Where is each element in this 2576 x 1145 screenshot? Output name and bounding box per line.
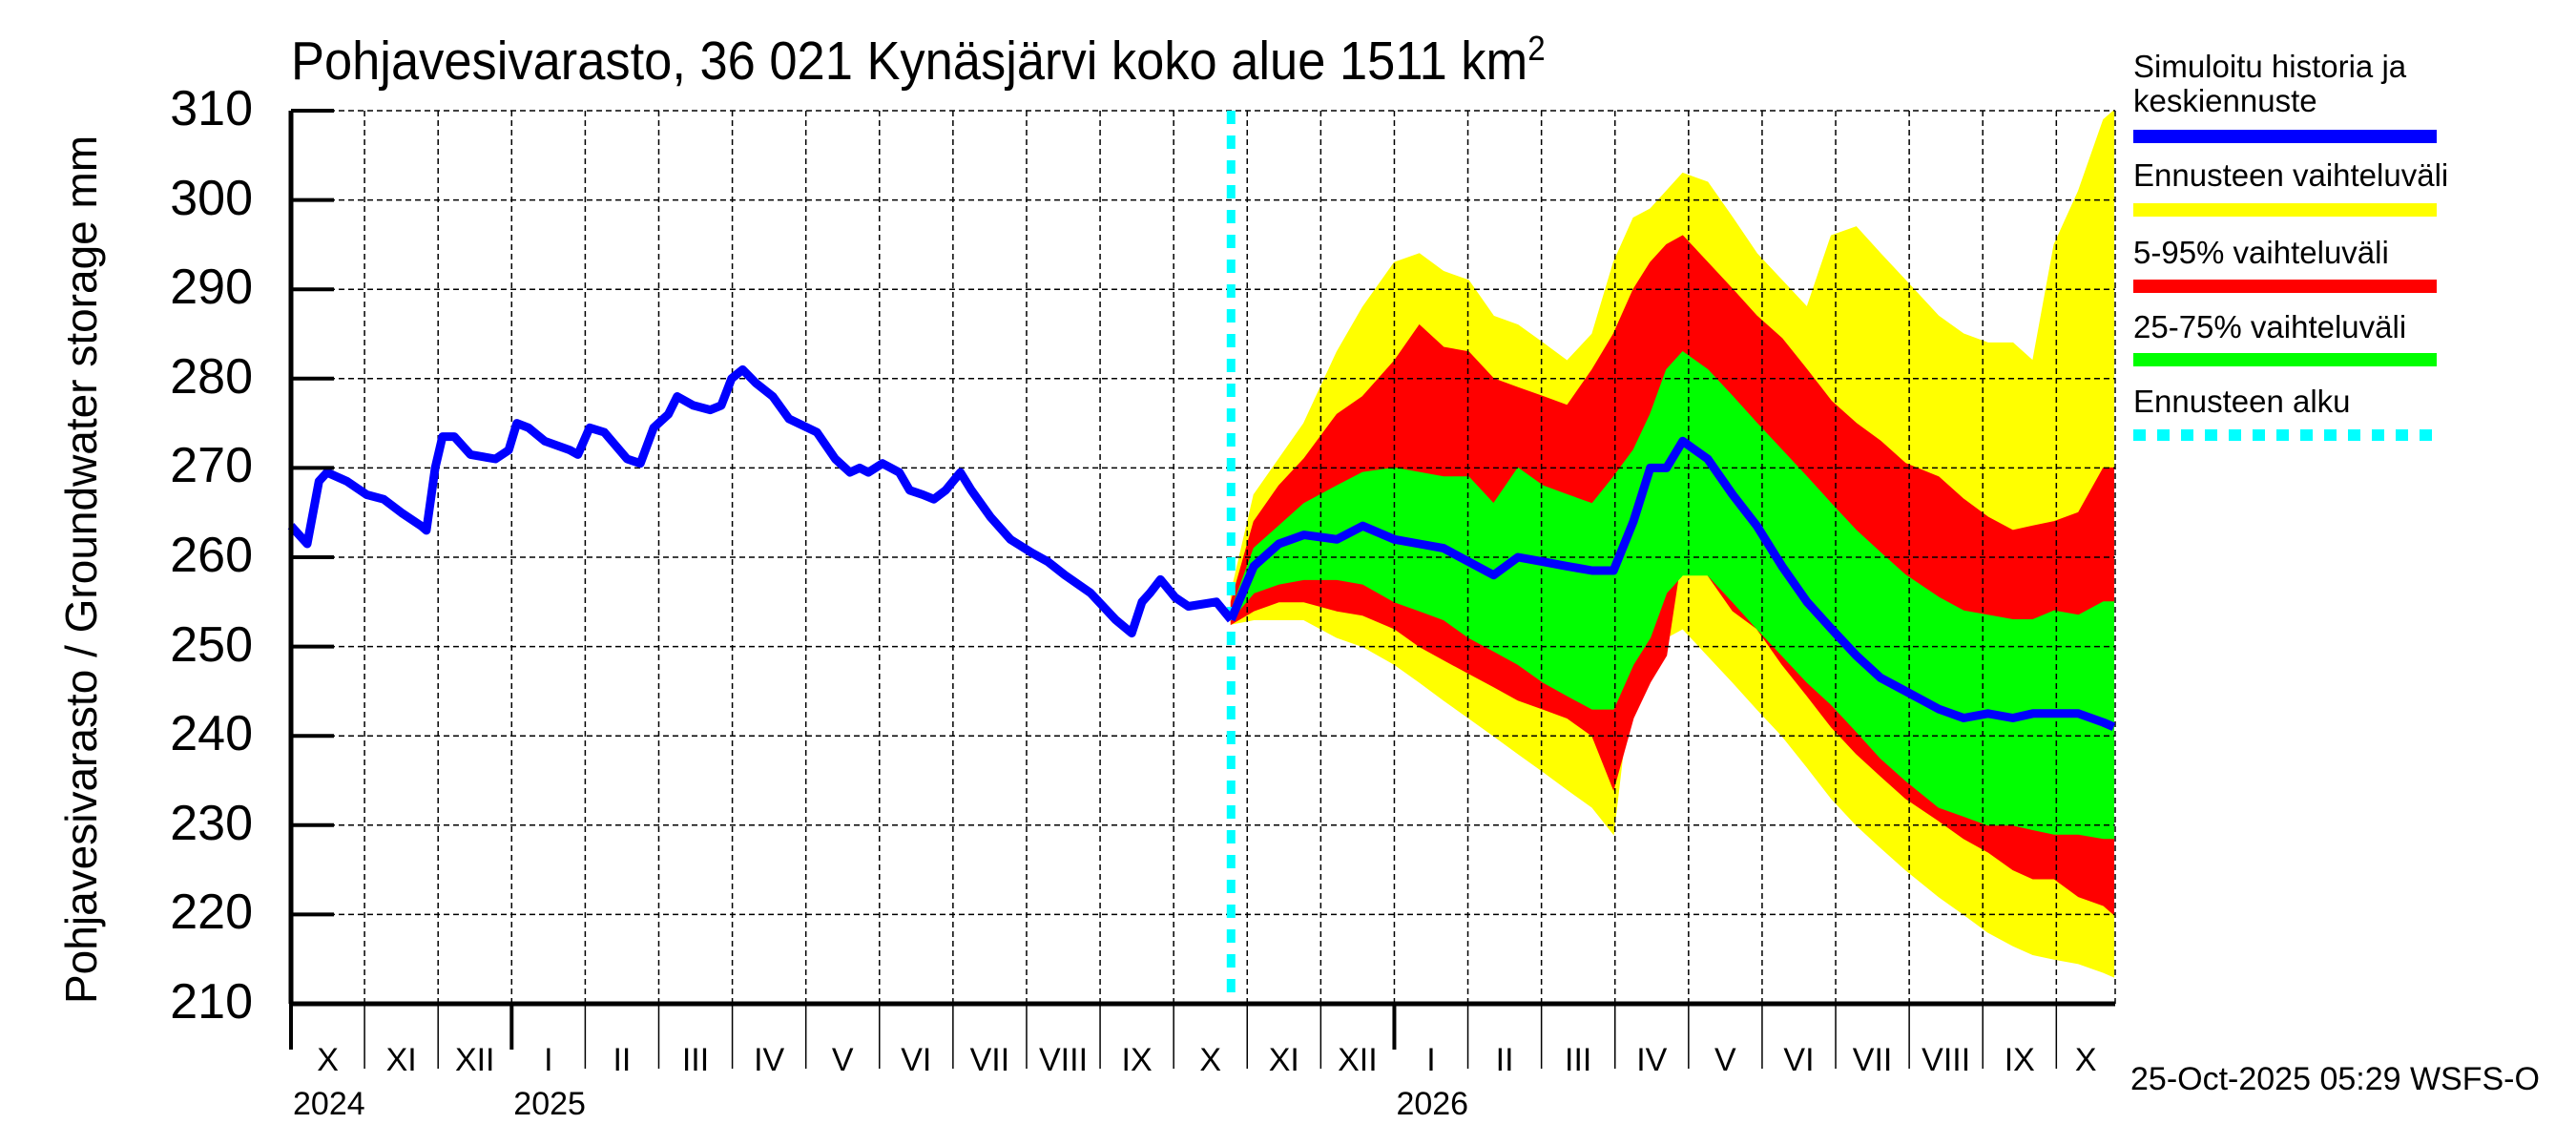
legend-label-5-95: 5-95% vaihteluväli bbox=[2133, 235, 2389, 270]
x-tick-label-month: X bbox=[1199, 1042, 1222, 1078]
y-tick-label: 210 bbox=[170, 974, 253, 1030]
y-tick-label: 250 bbox=[170, 616, 253, 673]
x-tick-label-month: IX bbox=[1121, 1042, 1153, 1078]
x-tick-label-month: VII bbox=[1852, 1042, 1893, 1078]
band-25-75 bbox=[1230, 351, 2114, 840]
legend-label-forecast-start: Ennusteen alku bbox=[2133, 384, 2351, 419]
x-tick-label-year: 2024 bbox=[293, 1086, 365, 1122]
x-tick-label-month: V bbox=[1714, 1042, 1736, 1078]
y-axis-label: Pohjavesivarasto / Groundwater storage m… bbox=[56, 135, 106, 1004]
x-tick-label-month: III bbox=[1565, 1042, 1592, 1078]
x-tick-label-month: XII bbox=[1338, 1042, 1378, 1078]
x-tick-label-month: IV bbox=[1636, 1042, 1668, 1078]
history-line bbox=[287, 364, 1235, 638]
legend-swatch-range bbox=[2133, 203, 2437, 217]
y-tick-label: 270 bbox=[170, 438, 253, 494]
x-tick-label-month: I bbox=[1426, 1042, 1436, 1078]
axes bbox=[288, 109, 2115, 1069]
x-tick-label-month: XI bbox=[1268, 1042, 1299, 1078]
x-tick-label-month: V bbox=[831, 1042, 854, 1078]
y-tick-label: 300 bbox=[170, 170, 253, 226]
y-tick-label: 230 bbox=[170, 795, 253, 851]
y-tick-label: 310 bbox=[170, 81, 253, 136]
series-lines bbox=[287, 111, 2116, 1004]
x-tick-label-month: II bbox=[1495, 1042, 1514, 1078]
legend-label-range: Ennusteen vaihteluväli bbox=[2133, 157, 2449, 193]
y-tick-label: 240 bbox=[170, 706, 253, 762]
x-tick-label-year: 2025 bbox=[513, 1086, 586, 1122]
x-tick-label-month: VII bbox=[969, 1042, 1010, 1078]
y-tick-label: 290 bbox=[170, 260, 253, 316]
grid bbox=[291, 110, 2116, 1005]
legend-swatch-5-95 bbox=[2133, 280, 2437, 293]
legend-label-25-75: 25-75% vaihteluväli bbox=[2133, 309, 2407, 344]
x-tick-label-month: IX bbox=[2004, 1042, 2035, 1078]
x-tick-label-month: X bbox=[2074, 1042, 2097, 1078]
x-tick-label-month: I bbox=[544, 1042, 553, 1078]
x-tick-label-month: VI bbox=[901, 1042, 932, 1078]
x-tick-label-month: VIII bbox=[1922, 1042, 1971, 1078]
mean-forecast-line bbox=[1227, 436, 2116, 731]
x-tick-label-month: X bbox=[317, 1042, 339, 1078]
x-tick-label-month: XII bbox=[454, 1042, 495, 1078]
x-tick-label-month: XI bbox=[385, 1042, 417, 1078]
legend-swatch-forecast-start bbox=[2133, 429, 2437, 441]
x-tick-label-month: III bbox=[681, 1042, 710, 1078]
x-tick-label-year: 2026 bbox=[1396, 1086, 1469, 1122]
x-tick-label-month: VIII bbox=[1039, 1042, 1089, 1078]
x-tick-label-month: II bbox=[613, 1042, 632, 1078]
y-tick-label: 260 bbox=[170, 528, 253, 583]
legend-swatch-25-75 bbox=[2133, 353, 2437, 366]
forecast-bands bbox=[1230, 109, 2114, 978]
legend-swatch-history bbox=[2133, 130, 2437, 143]
y-tick-label: 220 bbox=[170, 885, 253, 941]
x-tick-label-month: IV bbox=[754, 1042, 785, 1078]
timestamp: 25-Oct-2025 05:29 WSFS-O bbox=[2130, 1061, 2540, 1097]
legend-label-history: Simuloitu historia ja keskiennuste bbox=[2133, 49, 2407, 118]
x-tick-label-month: VI bbox=[1783, 1042, 1815, 1078]
y-tick-label: 280 bbox=[170, 348, 253, 405]
chart-title: Pohjavesivarasto, 36 021 Kynäsjärvi koko… bbox=[291, 29, 1546, 92]
